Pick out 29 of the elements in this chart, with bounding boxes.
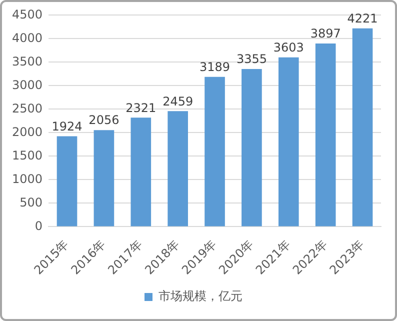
y-tick-label: 2000 <box>12 124 43 139</box>
data-label: 3603 <box>273 40 304 54</box>
y-tick-label: 4500 <box>12 7 43 22</box>
y-tick-label: 0 <box>34 218 43 233</box>
bar <box>94 130 114 226</box>
bar <box>168 111 188 226</box>
y-tick-label: 3000 <box>12 78 43 92</box>
y-tick-label: 500 <box>20 195 43 210</box>
data-label: 1924 <box>52 119 82 134</box>
bar <box>242 69 262 226</box>
data-label: 2321 <box>126 100 156 115</box>
y-tick-label: 1000 <box>12 172 43 186</box>
bar <box>130 118 152 226</box>
data-label: 2459 <box>162 94 194 108</box>
bar <box>278 57 299 226</box>
legend-label: 市场规模，亿元 <box>158 289 242 304</box>
y-tick-label: 2500 <box>12 101 43 116</box>
data-label: 3355 <box>236 52 267 66</box>
bar <box>315 44 336 226</box>
y-tick-label: 3500 <box>12 54 43 68</box>
data-label: 2056 <box>88 113 120 128</box>
data-label: 4221 <box>347 11 378 26</box>
y-tick-label: 4000 <box>12 30 43 45</box>
bar <box>352 28 373 226</box>
bar <box>56 136 78 226</box>
bar <box>204 76 225 226</box>
data-label: 3897 <box>310 26 341 41</box>
data-label: 3189 <box>199 60 230 74</box>
y-tick-label: 1500 <box>12 148 43 162</box>
